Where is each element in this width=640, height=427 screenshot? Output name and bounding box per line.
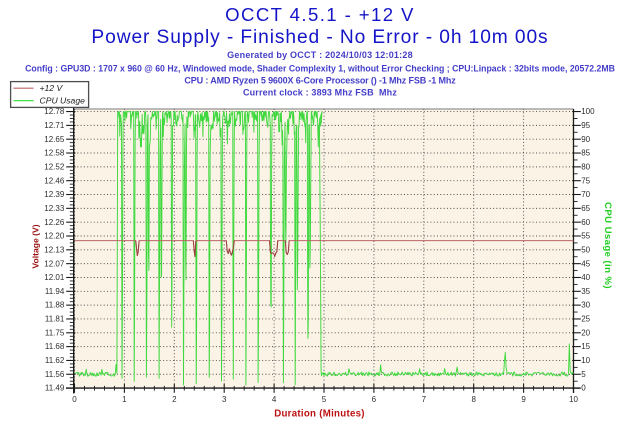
svg-text:11.49: 11.49 [45, 384, 65, 393]
svg-text:11.68: 11.68 [45, 342, 65, 351]
svg-text:10: 10 [569, 395, 578, 404]
svg-text:Power Supply - Finished - No E: Power Supply - Finished - No Error - 0h … [91, 27, 548, 48]
svg-text:12.46: 12.46 [44, 176, 65, 185]
svg-text:90: 90 [581, 135, 590, 144]
svg-text:11.62: 11.62 [45, 356, 65, 365]
svg-text:12.26: 12.26 [44, 218, 65, 227]
svg-text:12.78: 12.78 [44, 107, 65, 116]
svg-text:9: 9 [521, 395, 526, 404]
svg-text:50: 50 [581, 245, 590, 254]
svg-text:7: 7 [422, 395, 427, 404]
svg-text:Duration (Minutes): Duration (Minutes) [274, 408, 365, 419]
svg-text:35: 35 [581, 287, 590, 296]
svg-text:5: 5 [581, 370, 586, 379]
svg-text:70: 70 [581, 190, 590, 199]
svg-text:60: 60 [581, 218, 590, 227]
svg-text:85: 85 [581, 149, 590, 158]
svg-text:12.71: 12.71 [44, 121, 65, 130]
svg-text:11.94: 11.94 [45, 287, 65, 296]
svg-text:11.56: 11.56 [45, 370, 65, 379]
svg-text:80: 80 [581, 162, 590, 171]
svg-text:3: 3 [222, 395, 227, 404]
svg-text:Current clock : 3893 Mhz FSB: Current clock : 3893 Mhz FSB Mhz [243, 88, 397, 98]
svg-text:12.33: 12.33 [44, 204, 65, 213]
svg-text:15: 15 [581, 342, 590, 351]
svg-text:Voltage (V): Voltage (V) [31, 224, 41, 268]
svg-text:100: 100 [581, 107, 595, 116]
svg-text:12.58: 12.58 [44, 149, 65, 158]
svg-text:4: 4 [272, 395, 277, 404]
svg-text:1: 1 [122, 395, 127, 404]
svg-text:12.07: 12.07 [44, 259, 65, 268]
svg-text:25: 25 [581, 315, 590, 324]
svg-text:CPU Usage (in %): CPU Usage (in %) [602, 202, 613, 289]
svg-text:45: 45 [581, 259, 590, 268]
svg-text:12.39: 12.39 [44, 190, 65, 199]
svg-text:6: 6 [372, 395, 377, 404]
svg-text:0: 0 [72, 395, 77, 404]
svg-text:2: 2 [172, 395, 177, 404]
svg-text:11.81: 11.81 [45, 315, 65, 324]
svg-text:10: 10 [581, 356, 590, 365]
svg-text:+12 V: +12 V [40, 83, 64, 93]
svg-text:12.01: 12.01 [44, 273, 65, 282]
svg-text:Generated by OCCT : 2024/10/03: Generated by OCCT : 2024/10/03 12:01:28 [227, 50, 413, 60]
svg-text:5: 5 [322, 395, 327, 404]
svg-text:11.75: 11.75 [45, 328, 65, 337]
svg-text:55: 55 [581, 232, 590, 241]
svg-text:95: 95 [581, 121, 590, 130]
svg-text:30: 30 [581, 301, 590, 310]
svg-text:12.65: 12.65 [44, 135, 65, 144]
svg-text:75: 75 [581, 176, 590, 185]
svg-text:8: 8 [471, 395, 476, 404]
svg-text:12.13: 12.13 [44, 245, 65, 254]
svg-text:65: 65 [581, 204, 590, 213]
svg-text:CPU : AMD Ryzen 5 9600X 6-Core: CPU : AMD Ryzen 5 9600X 6-Core Processor… [184, 76, 456, 86]
svg-text:11.88: 11.88 [45, 301, 65, 310]
svg-text:12.52: 12.52 [44, 162, 65, 171]
svg-text:CPU Usage: CPU Usage [40, 96, 86, 106]
svg-text:Config : GPU3D : 1707 x 960 @: Config : GPU3D : 1707 x 960 @ 60 Hz, Win… [25, 64, 615, 74]
svg-text:OCCT 4.5.1 - +12 V: OCCT 4.5.1 - +12 V [225, 4, 415, 25]
svg-text:20: 20 [581, 328, 590, 337]
svg-text:40: 40 [581, 273, 590, 282]
svg-text:0: 0 [581, 384, 586, 393]
svg-text:12.20: 12.20 [44, 232, 65, 241]
